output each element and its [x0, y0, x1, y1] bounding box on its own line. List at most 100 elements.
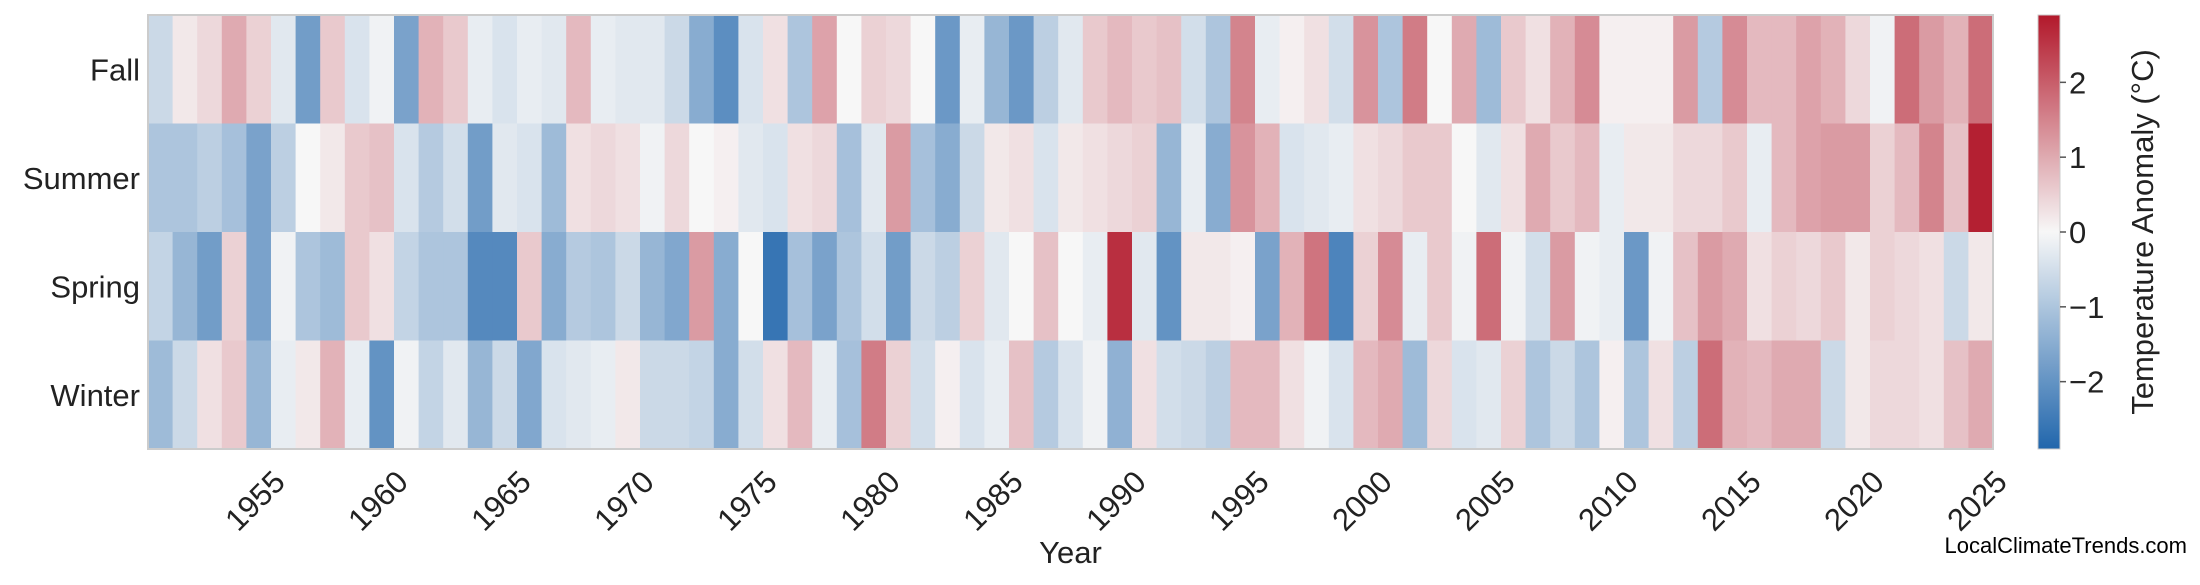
- heatmap-cell-fall-1984: [984, 15, 1010, 125]
- heatmap-cell-spring-1961: [418, 232, 444, 342]
- heatmap-cell-spring-1999: [1353, 232, 1379, 342]
- heatmap-cell-summer-2005: [1501, 123, 1527, 233]
- heatmap-cell-winter-1995: [1255, 340, 1281, 450]
- heatmap-cell-summer-2011: [1648, 123, 1674, 233]
- heatmap-cell-winter-1970: [640, 340, 666, 450]
- heatmap-cell-summer-1956: [295, 123, 321, 233]
- colorbar-tick-label: −2: [2069, 365, 2104, 400]
- heatmap-cell-spring-1992: [1181, 232, 1207, 342]
- heatmap-cell-fall-1998: [1328, 15, 1354, 125]
- heatmap-cell-spring-1983: [959, 232, 985, 342]
- heatmap-cell-fall-2007: [1550, 15, 1576, 125]
- heatmap-cell-fall-2014: [1722, 15, 1748, 125]
- colorbar-tick-label: 2: [2069, 65, 2086, 100]
- heatmap-cell-winter-1967: [566, 340, 592, 450]
- heatmap-cell-fall-2001: [1402, 15, 1428, 125]
- heatmap-cell-winter-1993: [1205, 340, 1231, 450]
- heatmap-cell-summer-2022: [1919, 123, 1945, 233]
- heatmap-cell-winter-1976: [787, 340, 813, 450]
- heatmap-cell-spring-1950: [148, 232, 174, 342]
- heatmap-cell-spring-1994: [1230, 232, 1256, 342]
- heatmap-cell-fall-2023: [1943, 15, 1969, 125]
- heatmap-cell-winter-1973: [713, 340, 739, 450]
- colorbar-label: Temperature Anomaly (°C): [2125, 49, 2160, 415]
- heatmap-cell-fall-1957: [320, 15, 346, 125]
- heatmap-cell-winter-1984: [984, 340, 1010, 450]
- heatmap-cell-spring-2009: [1599, 232, 1625, 342]
- heatmap-cell-fall-1991: [1156, 15, 1182, 125]
- heatmap-cell-summer-1977: [812, 123, 838, 233]
- heatmap-cell-fall-2008: [1574, 15, 1600, 125]
- heatmap-cell-spring-1955: [271, 232, 297, 342]
- heatmap-cell-winter-1955: [271, 340, 297, 450]
- heatmap-cell-summer-1996: [1279, 123, 1305, 233]
- heatmap-cell-winter-1977: [812, 340, 838, 450]
- heatmap-cell-winter-1963: [467, 340, 493, 450]
- heatmap-cell-winter-1998: [1328, 340, 1354, 450]
- heatmap-cell-summer-1999: [1353, 123, 1379, 233]
- heatmap-cell-fall-1977: [812, 15, 838, 125]
- year-tick-labels: 1955 1960 1965 1970 1975 1980 1985 1990 1995 2000…: [218, 464, 2014, 538]
- heatmap-cell-winter-2002: [1427, 340, 1453, 450]
- heatmap-cell-summer-1995: [1255, 123, 1281, 233]
- heatmap-cell-fall-2022: [1919, 15, 1945, 125]
- heatmap-cell-winter-1964: [492, 340, 518, 450]
- heatmap-cell-spring-1982: [935, 232, 961, 342]
- heatmap-cell-spring-2002: [1427, 232, 1453, 342]
- heatmap-cell-summer-1954: [246, 123, 272, 233]
- heatmap-cell-winter-1979: [861, 340, 887, 450]
- heatmap-cell-winter-1953: [221, 340, 247, 450]
- heatmap-cell-fall-1983: [959, 15, 985, 125]
- colorbar-tick-label: 1: [2069, 140, 2086, 175]
- heatmap-cell-fall-1971: [664, 15, 690, 125]
- heatmap-cell-spring-1980: [886, 232, 912, 342]
- heatmap-cell-winter-2000: [1378, 340, 1404, 450]
- heatmap-cell-fall-1993: [1205, 15, 1231, 125]
- heatmap-cell-fall-2016: [1771, 15, 1797, 125]
- heatmap-cell-spring-2021: [1894, 232, 1920, 342]
- heatmap-cell-spring-1981: [910, 232, 936, 342]
- heatmap-cell-winter-2010: [1624, 340, 1650, 450]
- heatmap-cell-fall-1968: [590, 15, 616, 125]
- heatmap-cell-summer-2012: [1673, 123, 1699, 233]
- heatmap-cell-summer-2008: [1574, 123, 1600, 233]
- heatmap-cell-winter-1996: [1279, 340, 1305, 450]
- heatmap-cell-winter-2003: [1451, 340, 1477, 450]
- heatmap-cell-spring-1977: [812, 232, 838, 342]
- plot-frame: [147, 14, 1994, 450]
- heatmap-cell-winter-2018: [1820, 340, 1846, 450]
- heatmap-cell-summer-2010: [1624, 123, 1650, 233]
- heatmap-cell-summer-1997: [1304, 123, 1330, 233]
- heatmap-cell-summer-2017: [1796, 123, 1822, 233]
- heatmap-cell-fall-2012: [1673, 15, 1699, 125]
- heatmap-cell-winter-1971: [664, 340, 690, 450]
- heatmap-cell-summer-1972: [689, 123, 715, 233]
- x-tick-label-2015: 2015: [1694, 464, 1768, 538]
- heatmap-cell-winter-2004: [1476, 340, 1502, 450]
- heatmap-cell-spring-2018: [1820, 232, 1846, 342]
- heatmap-cell-summer-2013: [1697, 123, 1723, 233]
- x-tick-label-1955: 1955: [218, 464, 292, 538]
- heatmap-cell-spring-2000: [1378, 232, 1404, 342]
- heatmap-cell-fall-1955: [271, 15, 297, 125]
- heatmap-cell-summer-1965: [517, 123, 543, 233]
- heatmap-cell-fall-1997: [1304, 15, 1330, 125]
- heatmap-cell-summer-1975: [763, 123, 789, 233]
- heatmap-cell-summer-2020: [1870, 123, 1896, 233]
- heatmap-cell-summer-2016: [1771, 123, 1797, 233]
- heatmap-cell-spring-1984: [984, 232, 1010, 342]
- heatmap-cell-spring-1968: [590, 232, 616, 342]
- heatmap-cell-summer-1961: [418, 123, 444, 233]
- heatmap-cell-spring-1985: [1009, 232, 1035, 342]
- colorbar-tick-label: 0: [2069, 215, 2086, 250]
- heatmap-cell-winter-1992: [1181, 340, 1207, 450]
- heatmap-cell-fall-2010: [1624, 15, 1650, 125]
- heatmap-cell-summer-1957: [320, 123, 346, 233]
- heatmap-cells: [148, 15, 1994, 450]
- heatmap-cell-fall-1952: [197, 15, 223, 125]
- heatmap-cell-fall-2006: [1525, 15, 1551, 125]
- heatmap-cell-fall-1975: [763, 15, 789, 125]
- heatmap-cell-spring-1987: [1058, 232, 1084, 342]
- heatmap-cell-winter-2020: [1870, 340, 1896, 450]
- heatmap-cell-summer-1982: [935, 123, 961, 233]
